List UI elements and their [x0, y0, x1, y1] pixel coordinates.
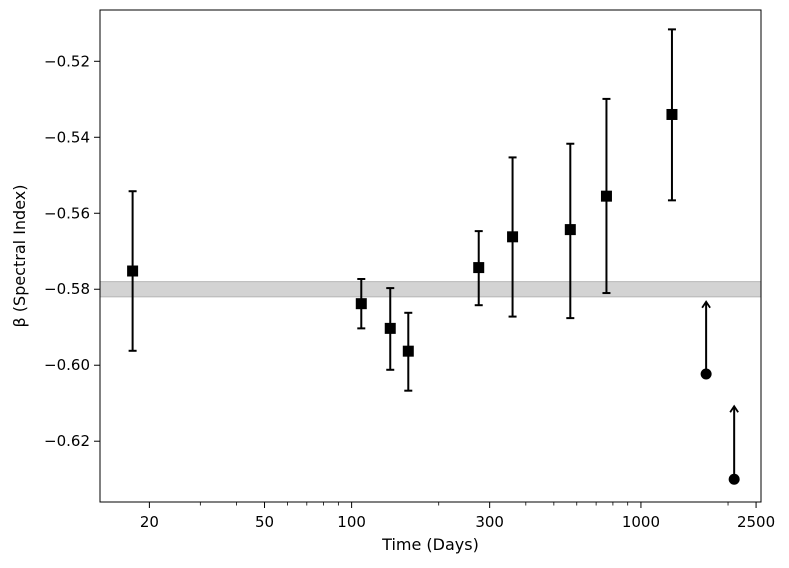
square-marker: [384, 322, 396, 334]
data-point: [402, 311, 414, 392]
data-point: [600, 97, 612, 295]
x-tick-label: 1000: [622, 513, 660, 531]
y-axis: −0.62 −0.60 −0.58 −0.56 −0.54 −0.52: [44, 52, 100, 450]
x-axis-title: Time (Days): [381, 535, 479, 554]
y-tick-label: −0.62: [44, 432, 90, 450]
data-point: [666, 28, 678, 202]
square-marker: [473, 262, 485, 274]
reference-band-layer: [99, 281, 762, 298]
x-axis: 20 50 100 300 1000 2500: [140, 502, 775, 531]
limit-arrow-head: [729, 404, 739, 413]
data-point: [355, 277, 367, 330]
y-tick-label: −0.54: [44, 128, 90, 146]
square-marker: [402, 345, 414, 357]
square-marker: [564, 224, 576, 236]
y-axis-title: β (Spectral Index): [10, 185, 29, 328]
data-point: [507, 156, 519, 318]
data-layer: [127, 28, 740, 485]
x-tick-label: 100: [337, 513, 366, 531]
data-point: [564, 142, 576, 320]
plot-frame: [99, 9, 762, 503]
reference-band: [99, 281, 762, 298]
limit-arrow-head: [701, 300, 711, 309]
data-point: [127, 190, 139, 352]
lower-limit-point: [728, 404, 740, 485]
square-marker: [127, 265, 139, 277]
x-tick-label: 2500: [737, 513, 775, 531]
circle-marker: [700, 368, 712, 380]
x-tick-label: 20: [140, 513, 159, 531]
square-marker: [666, 108, 678, 120]
data-point: [384, 287, 396, 371]
square-marker: [600, 190, 612, 202]
data-point: [473, 230, 485, 307]
y-tick-label: −0.56: [44, 204, 90, 222]
circle-marker: [728, 473, 740, 485]
x-tick-label: 50: [255, 513, 274, 531]
y-tick-label: −0.58: [44, 280, 90, 298]
y-tick-label: −0.60: [44, 356, 90, 374]
square-marker: [355, 298, 367, 310]
x-tick-label: 300: [475, 513, 504, 531]
lower-limit-point: [700, 300, 712, 380]
square-marker: [507, 231, 519, 243]
y-tick-label: −0.52: [44, 52, 90, 70]
